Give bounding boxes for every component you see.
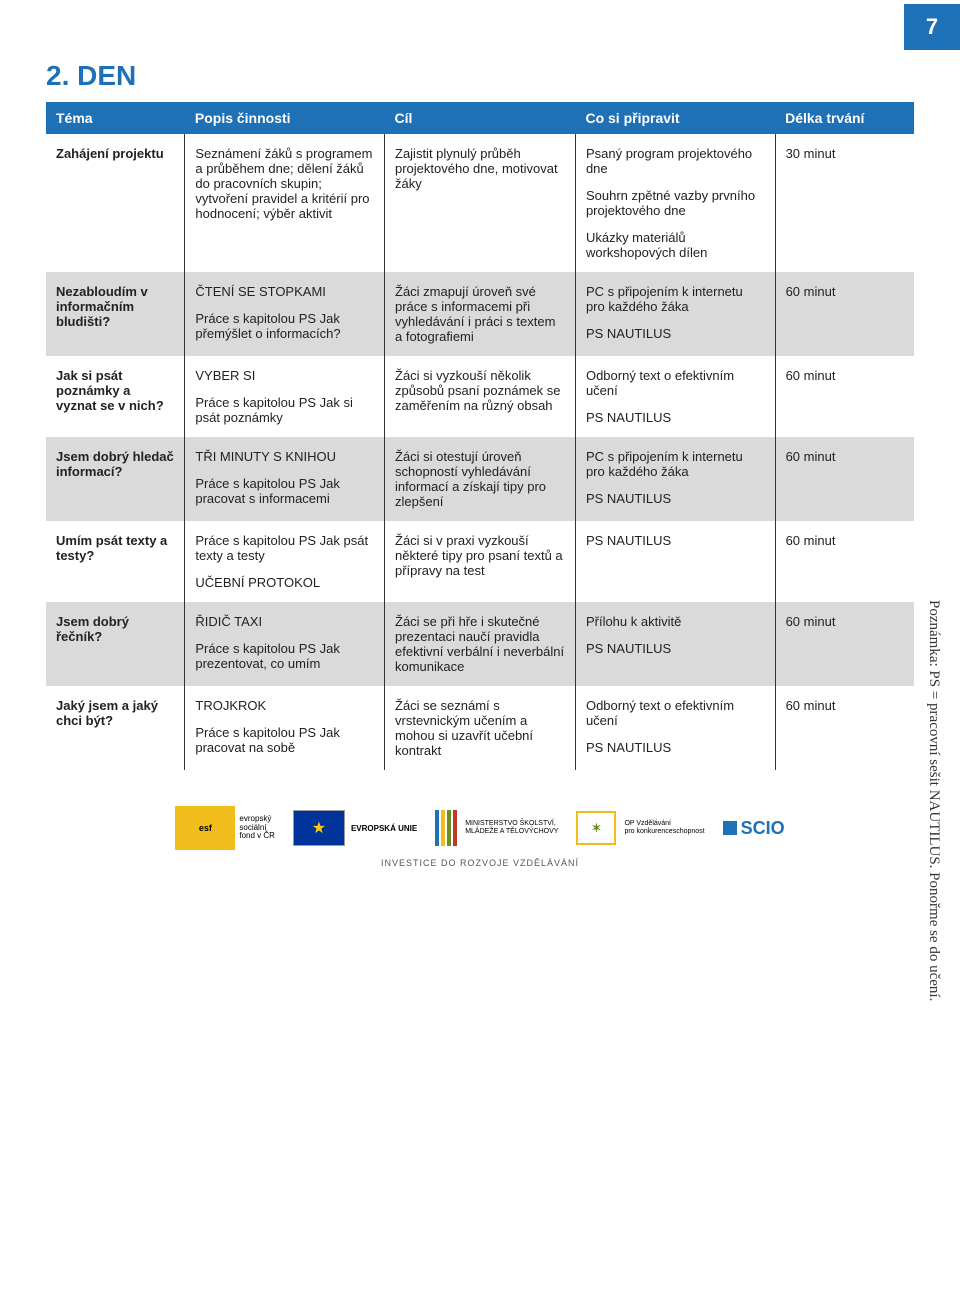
- cell-cil: Žáci si vyzkouší několik způsobů psaní p…: [385, 356, 576, 437]
- table-row: Nezabloudím v informačním bludišti?ČTENÍ…: [46, 272, 914, 356]
- cell-popis: TROJKROKPráce s kapitolou PS Jak pracova…: [185, 686, 385, 770]
- cell-cil: Žáci si v praxi vyzkouší některé tipy pr…: [385, 521, 576, 602]
- table-row: Jsem dobrý hledač informací?TŘI MINUTY S…: [46, 437, 914, 521]
- cell-cil: Zajistit plynulý průběh projektového dne…: [385, 134, 576, 272]
- msmt-bar-icon: [453, 810, 457, 846]
- cell-pripravit: Odborný text o efektivním učeníPS NAUTIL…: [575, 356, 775, 437]
- cell-pripravit: Psaný program projektového dneSouhrn zpě…: [575, 134, 775, 272]
- table-row: Jaký jsem a jaký chci být?TROJKROKPráce …: [46, 686, 914, 770]
- msmt-text: MINISTERSTVO ŠKOLSTVÍ, MLÁDEŽE A TĚLOVÝC…: [465, 820, 558, 835]
- esf-icon: esf: [175, 806, 235, 850]
- scio-text: SCIO: [741, 818, 785, 839]
- logo-scio: SCIO: [723, 806, 785, 850]
- schedule-table: TémaPopis činnostiCílCo si připravitDélk…: [46, 102, 914, 770]
- cell-pripravit: PC s připojením k internetu pro každého …: [575, 437, 775, 521]
- footer-logos: esf evropský sociální fond v ČR ★ EVROPS…: [0, 790, 960, 858]
- cell-popis: Práce s kapitolou PS Jak psát texty a te…: [185, 521, 385, 602]
- cell-delka: 60 minut: [775, 602, 914, 686]
- cell-pripravit: Odborný text o efektivním učeníPS NAUTIL…: [575, 686, 775, 770]
- cell-theme: Jaký jsem a jaký chci být?: [46, 686, 185, 770]
- cell-theme: Jsem dobrý řečník?: [46, 602, 185, 686]
- cell-theme: Umím psát texty a testy?: [46, 521, 185, 602]
- cell-theme: Nezabloudím v informačním bludišti?: [46, 272, 185, 356]
- msmt-bar-icon: [441, 810, 445, 846]
- table-row: Jsem dobrý řečník?ŘIDIČ TAXIPráce s kapi…: [46, 602, 914, 686]
- cell-cil: Žáci zmapují úroveň své práce s informac…: [385, 272, 576, 356]
- op-text: OP Vzdělávání pro konkurenceschopnost: [624, 820, 704, 835]
- cell-cil: Žáci si otestují úroveň schopností vyhle…: [385, 437, 576, 521]
- logo-msmt: MINISTERSTVO ŠKOLSTVÍ, MLÁDEŽE A TĚLOVÝC…: [435, 806, 558, 850]
- cell-delka: 60 minut: [775, 521, 914, 602]
- cell-theme: Jsem dobrý hledač informací?: [46, 437, 185, 521]
- logo-op: ✶ OP Vzdělávání pro konkurenceschopnost: [576, 806, 704, 850]
- page-content: 2. DEN TémaPopis činnostiCílCo si připra…: [0, 0, 960, 790]
- table-header: Délka trvání: [775, 102, 914, 134]
- cell-popis: ŘIDIČ TAXIPráce s kapitolou PS Jak preze…: [185, 602, 385, 686]
- table-header: Cíl: [385, 102, 576, 134]
- eu-text: EVROPSKÁ UNIE: [351, 824, 417, 833]
- scio-icon: [723, 821, 737, 835]
- table-header: Téma: [46, 102, 185, 134]
- table-row: Zahájení projektuSeznámení žáků s progra…: [46, 134, 914, 272]
- op-icon: ✶: [576, 811, 616, 845]
- esf-text: evropský sociální fond v ČR: [239, 815, 275, 841]
- cell-theme: Zahájení projektu: [46, 134, 185, 272]
- page-number-tab: 7: [904, 4, 960, 50]
- cell-delka: 60 minut: [775, 356, 914, 437]
- cell-pripravit: Přílohu k aktivitěPS NAUTILUS: [575, 602, 775, 686]
- table-header: Co si připravit: [575, 102, 775, 134]
- cell-cil: Žáci se seznámí s vrstevnickým učením a …: [385, 686, 576, 770]
- footer-caption: INVESTICE DO ROZVOJE VZDĚLÁVÁNÍ: [0, 858, 960, 884]
- logo-eu: ★ EVROPSKÁ UNIE: [293, 806, 417, 850]
- msmt-bar-icon: [447, 810, 451, 846]
- msmt-bar-icon: [435, 810, 439, 846]
- cell-cil: Žáci se při hře i skutečné prezentaci na…: [385, 602, 576, 686]
- cell-popis: ČTENÍ SE STOPKAMIPráce s kapitolou PS Ja…: [185, 272, 385, 356]
- cell-delka: 60 minut: [775, 437, 914, 521]
- cell-popis: Seznámení žáků s programem a průběhem dn…: [185, 134, 385, 272]
- side-note: Poznámka: PS = pracovní sešit NAUTILUS. …: [925, 600, 942, 1001]
- table-row: Jak si psát poznámky a vyznat se v nich?…: [46, 356, 914, 437]
- cell-delka: 30 minut: [775, 134, 914, 272]
- cell-pripravit: PS NAUTILUS: [575, 521, 775, 602]
- eu-flag-icon: ★: [293, 810, 345, 846]
- table-header: Popis činnosti: [185, 102, 385, 134]
- cell-pripravit: PC s připojením k internetu pro každého …: [575, 272, 775, 356]
- cell-popis: VYBER SIPráce s kapitolou PS Jak si psát…: [185, 356, 385, 437]
- cell-delka: 60 minut: [775, 686, 914, 770]
- day-heading: 2. DEN: [46, 60, 914, 92]
- table-row: Umím psát texty a testy?Práce s kapitolo…: [46, 521, 914, 602]
- cell-theme: Jak si psát poznámky a vyznat se v nich?: [46, 356, 185, 437]
- cell-delka: 60 minut: [775, 272, 914, 356]
- logo-esf: esf evropský sociální fond v ČR: [175, 806, 275, 850]
- cell-popis: TŘI MINUTY S KNIHOUPráce s kapitolou PS …: [185, 437, 385, 521]
